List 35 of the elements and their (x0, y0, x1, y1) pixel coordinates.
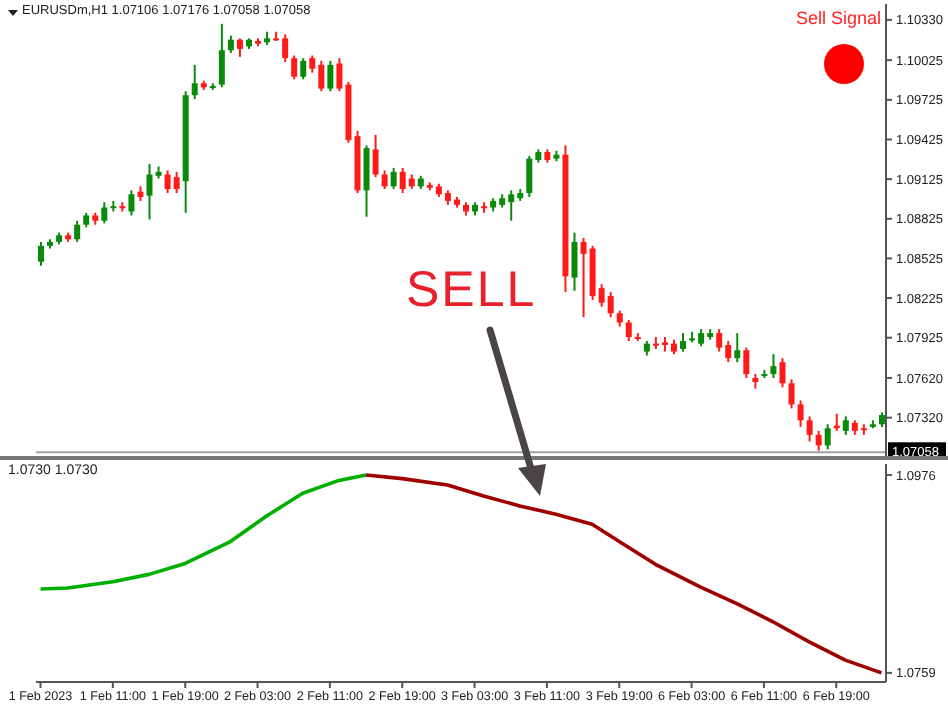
candlestick (571, 231, 578, 292)
candlestick (779, 357, 786, 389)
candlestick (101, 201, 108, 225)
candlestick (372, 133, 379, 179)
candlestick (236, 37, 243, 58)
line-series (38, 473, 368, 591)
candlestick (797, 399, 804, 428)
candlestick (390, 166, 397, 191)
candlestick (218, 22, 225, 89)
candlestick (381, 169, 388, 191)
candlestick (842, 415, 849, 436)
candlestick (38, 240, 44, 267)
candlestick (291, 54, 298, 81)
candlestick (363, 144, 370, 218)
candlestick (680, 332, 687, 353)
candlestick (327, 59, 334, 93)
candlestick (743, 346, 750, 380)
candlestick (607, 291, 614, 319)
candlestick (173, 170, 180, 194)
candlestick (770, 353, 777, 380)
candlestick (734, 332, 741, 364)
candlestick (128, 189, 135, 217)
candlestick (300, 57, 307, 81)
candlestick (625, 318, 632, 343)
candlestick (815, 429, 822, 452)
annotation: SELL (406, 262, 537, 320)
line-series (364, 473, 884, 675)
candlestick (74, 219, 81, 243)
candlestick (806, 415, 813, 443)
candlestick (788, 378, 795, 410)
candlestick (716, 328, 723, 353)
annotation: Sell Signal (796, 8, 882, 28)
candlestick (526, 154, 533, 198)
candlestick (824, 423, 831, 451)
candlestick (191, 63, 198, 101)
